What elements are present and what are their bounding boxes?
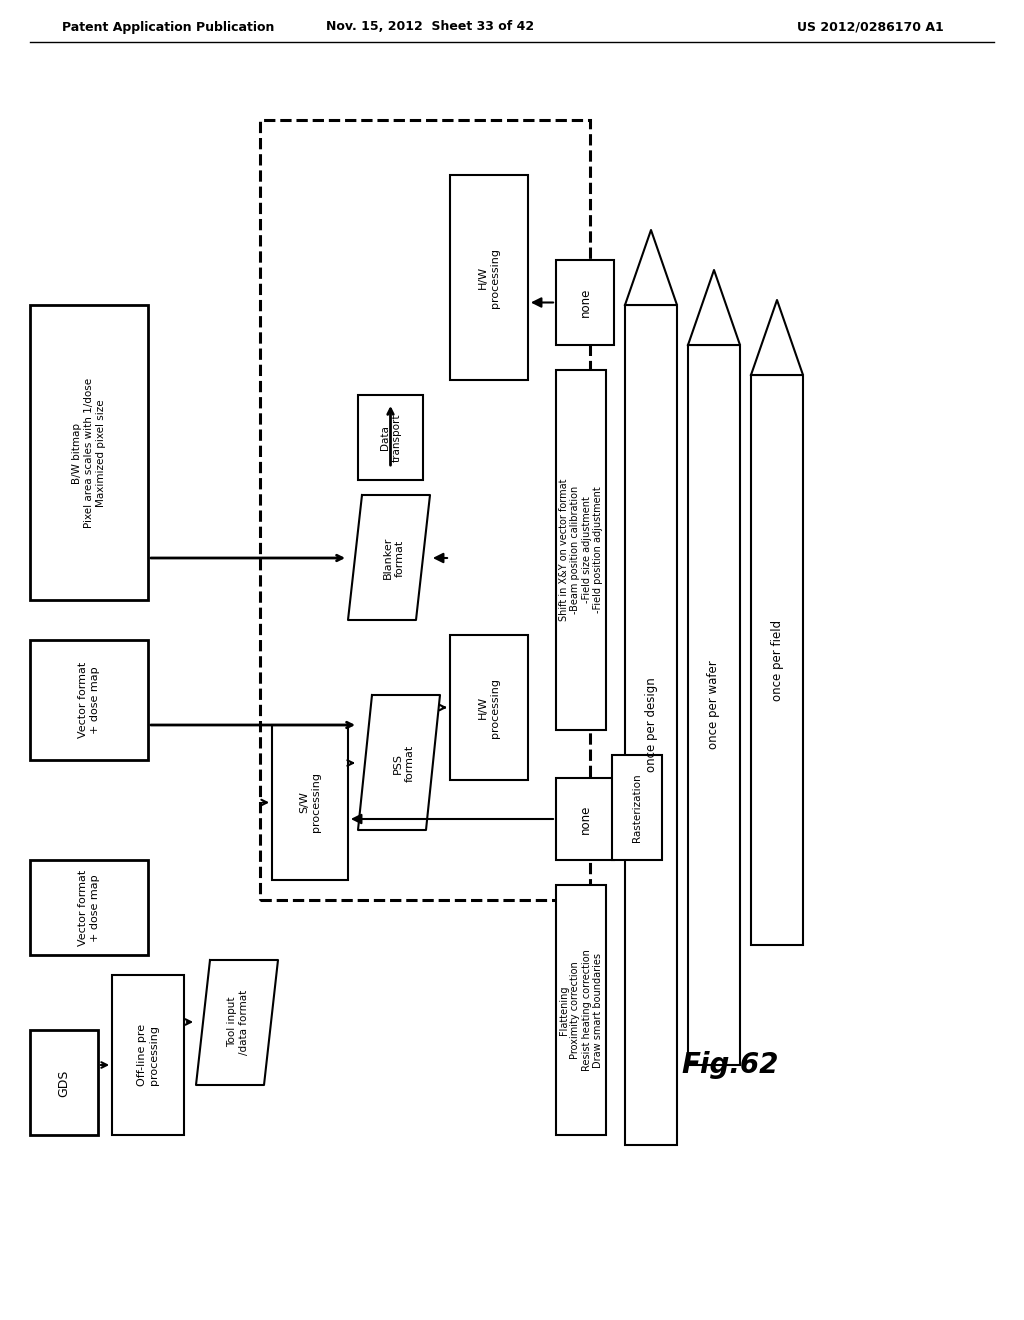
Text: US 2012/0286170 A1: US 2012/0286170 A1 — [797, 21, 943, 33]
Text: Off-line pre
processing: Off-line pre processing — [137, 1024, 159, 1086]
Text: once per field: once per field — [770, 619, 783, 701]
Text: Vector format
+ dose map: Vector format + dose map — [78, 661, 99, 738]
Bar — [450, 635, 528, 780]
Text: Fig.62: Fig.62 — [681, 1051, 778, 1078]
Text: GDS: GDS — [57, 1069, 71, 1097]
Text: Flattening
Proximity correction
Resist heating correction
Draw smart boundaries: Flattening Proximity correction Resist h… — [559, 949, 603, 1071]
Bar — [112, 975, 184, 1135]
Bar — [751, 375, 803, 945]
Text: none: none — [579, 288, 592, 317]
Text: Tool input
/data format: Tool input /data format — [227, 990, 249, 1055]
Bar — [30, 305, 148, 601]
Text: once per wafer: once per wafer — [708, 660, 721, 750]
Text: B/W bitmap
Pixel area scales with 1/dose
Maximized pixel size: B/W bitmap Pixel area scales with 1/dose… — [73, 378, 105, 528]
Text: once per design: once per design — [644, 677, 657, 772]
Text: none: none — [579, 804, 592, 834]
Polygon shape — [688, 271, 740, 345]
Text: Nov. 15, 2012  Sheet 33 of 42: Nov. 15, 2012 Sheet 33 of 42 — [326, 21, 535, 33]
Bar — [30, 640, 148, 760]
Text: H/W
processing: H/W processing — [478, 677, 500, 738]
Bar — [30, 1030, 98, 1135]
Bar — [556, 370, 606, 730]
Polygon shape — [348, 495, 430, 620]
Bar — [688, 345, 740, 1065]
Text: Data
transport: Data transport — [380, 413, 401, 462]
Bar — [450, 176, 528, 380]
Text: Vector format
+ dose map: Vector format + dose map — [78, 870, 99, 946]
Polygon shape — [196, 960, 278, 1085]
Bar — [358, 395, 423, 480]
Text: PSS
format: PSS format — [393, 744, 415, 781]
Polygon shape — [358, 696, 440, 830]
Text: H/W
processing: H/W processing — [478, 248, 500, 308]
Bar — [556, 260, 614, 345]
Bar — [272, 725, 348, 880]
Bar — [556, 884, 606, 1135]
Bar — [612, 755, 662, 861]
Polygon shape — [625, 230, 677, 305]
Text: S/W
processing: S/W processing — [299, 772, 321, 833]
Bar — [30, 861, 148, 954]
Bar — [260, 120, 590, 900]
Text: Rasterization: Rasterization — [632, 774, 642, 842]
Bar — [556, 777, 614, 861]
Bar — [625, 305, 677, 1144]
Text: Shift in X&Y on vector format
-Beam position calibration
-Field size adjustment
: Shift in X&Y on vector format -Beam posi… — [559, 479, 603, 622]
Polygon shape — [751, 300, 803, 375]
Text: Patent Application Publication: Patent Application Publication — [62, 21, 274, 33]
Text: Blanker
format: Blanker format — [383, 537, 404, 579]
